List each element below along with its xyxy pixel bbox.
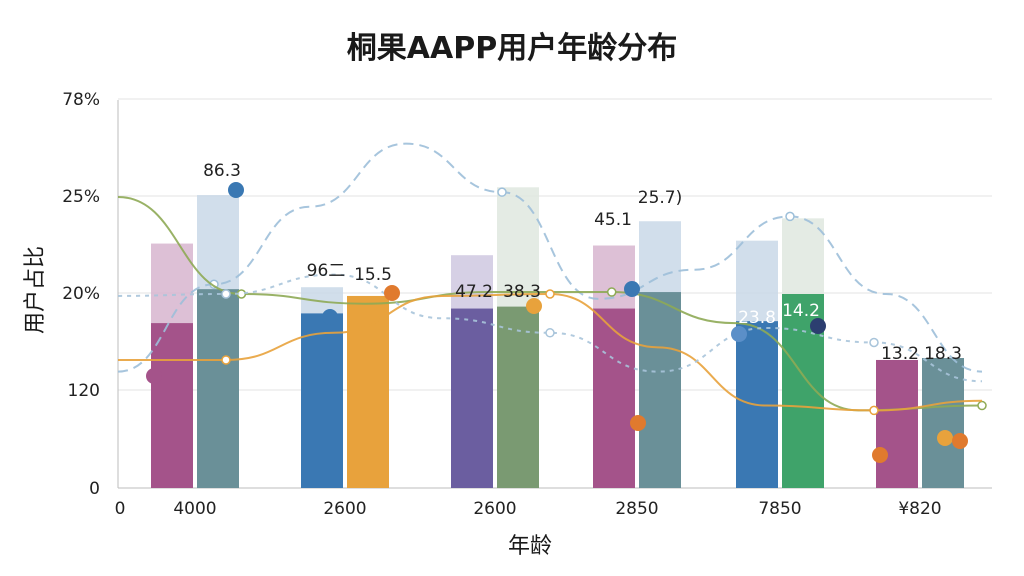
bar (639, 292, 681, 488)
trend-point (221, 289, 231, 299)
highlight-marker (146, 368, 162, 384)
bar (593, 308, 635, 488)
bar (451, 308, 493, 488)
x-tick-label: ¥820 (898, 499, 941, 519)
data-label: 13.2 (881, 344, 919, 364)
y-tick-label: 78% (62, 90, 100, 110)
trend-point (545, 289, 555, 299)
trend-point (869, 405, 879, 416)
highlight-marker (384, 285, 400, 301)
x-tick-label: 7850 (758, 499, 801, 519)
bar (922, 358, 964, 488)
data-label: 23.8 (738, 308, 776, 328)
data-label: 14.2 (782, 301, 820, 321)
trend-point (221, 355, 231, 365)
x-axis-label: 年龄 (508, 534, 552, 559)
trend-point (497, 187, 507, 197)
trend-line (117, 142, 983, 373)
data-label: 96二 (307, 261, 346, 281)
bar (151, 323, 193, 488)
data-label: 18.3 (924, 344, 962, 364)
data-label: 47.2 (455, 282, 493, 302)
trend-point (869, 337, 879, 348)
highlight-marker (624, 281, 640, 297)
trend-point (545, 328, 555, 338)
x-tick-label: 2600 (473, 499, 516, 519)
trend-line (118, 292, 983, 412)
data-label: 25.7) (638, 188, 682, 208)
trend-line (117, 196, 983, 412)
highlight-marker (810, 318, 826, 334)
bars (151, 289, 964, 488)
bar (197, 289, 239, 488)
highlight-marker (228, 182, 244, 198)
trend-point (977, 400, 987, 411)
data-label: 45.1 (594, 210, 632, 230)
y-tick-label: 0 (89, 479, 100, 499)
data-label: 15.5 (354, 265, 392, 285)
trend-point (606, 287, 617, 297)
data-label: 38.3 (503, 282, 541, 302)
x-tick-label: 2850 (615, 499, 658, 519)
y-tick-label: 25% (62, 187, 100, 207)
highlight-marker (630, 415, 646, 431)
trend-point (785, 211, 795, 222)
trend-lines (117, 142, 987, 463)
highlight-marker (937, 430, 953, 446)
y-tick-label: 20% (62, 284, 100, 304)
highlight-marker (872, 447, 888, 463)
x-origin-label: 0 (115, 499, 126, 519)
highlight-marker (322, 309, 338, 325)
x-tick-label: 2600 (323, 499, 366, 519)
chart-title: 桐果AAPP用户年龄分布 (347, 31, 677, 66)
bar (876, 359, 918, 488)
highlight-marker (731, 326, 747, 342)
trend-line (117, 273, 983, 383)
y-axis-label: 用户占比 (23, 246, 48, 334)
data-labels: 86.3 96二 15.5 47.2 38.3 45.1 25.7) 23.8 14.2 13.2… (203, 161, 962, 364)
data-label: 86.3 (203, 161, 241, 181)
bar (497, 306, 539, 488)
tick-labels: 0 120 20% 25% 78% 4000 2600 2600 2850 7850 ¥820 (62, 90, 941, 519)
highlight-marker (526, 298, 542, 314)
y-tick-label: 120 (68, 381, 100, 401)
bar (347, 295, 389, 488)
x-tick-label: 4000 (173, 499, 216, 519)
highlight-marker (952, 433, 968, 449)
bar (301, 313, 343, 488)
